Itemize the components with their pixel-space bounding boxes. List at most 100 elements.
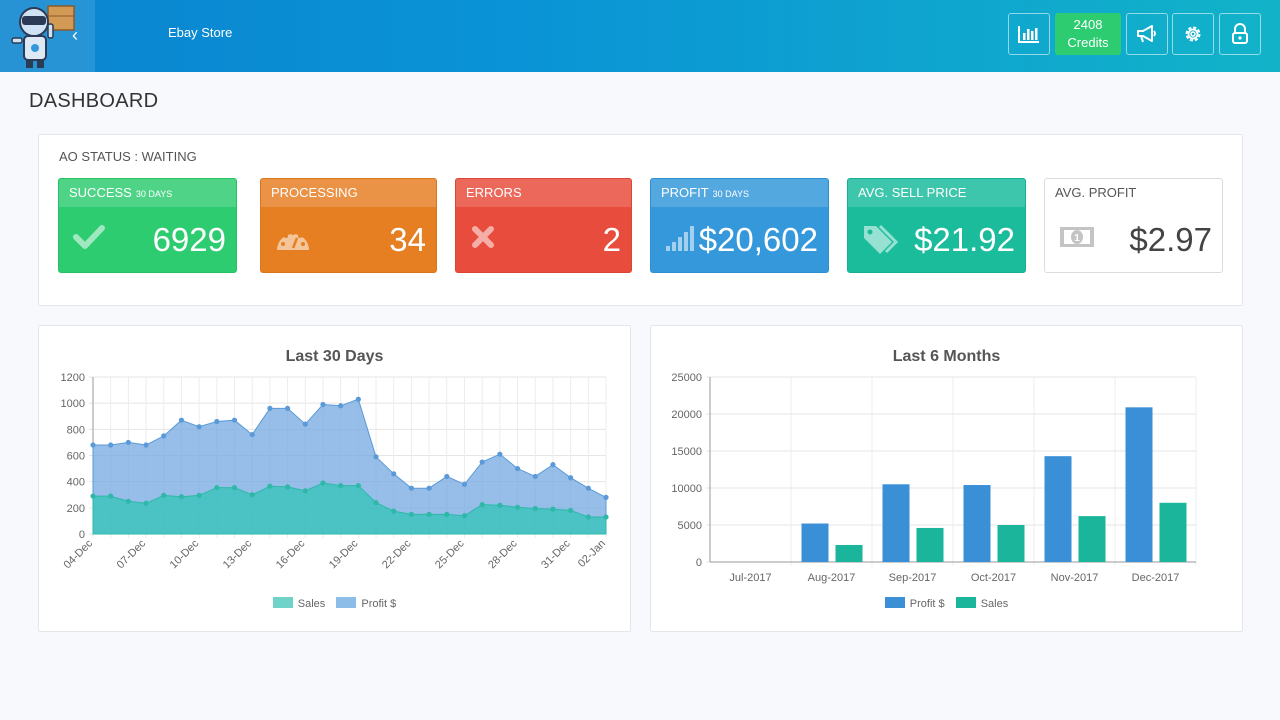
top-navbar: ‹ Ebay Store 2408 Credits xyxy=(0,0,1280,72)
processing-card: PROCESSING 34 xyxy=(260,178,437,273)
point-sales xyxy=(532,505,538,512)
x-tick-label: Nov-2017 xyxy=(1051,572,1099,584)
lock-icon xyxy=(1232,23,1248,44)
x-tick-label: Dec-2017 xyxy=(1132,572,1180,584)
avg-sell-price-header: AVG. SELL PRICE xyxy=(848,179,1025,207)
point-sales xyxy=(514,504,521,510)
point-profit xyxy=(444,473,450,480)
point-sales xyxy=(302,488,308,494)
point-profit xyxy=(426,485,432,491)
bar-profit xyxy=(1044,456,1072,562)
x-icon xyxy=(472,226,494,248)
processing-value: 34 xyxy=(389,221,426,258)
y-tick-label: 25000 xyxy=(671,372,702,384)
y-tick-label: 0 xyxy=(79,529,85,541)
profit-value: $20,602 xyxy=(698,221,818,258)
logo: ‹ xyxy=(0,0,95,72)
bar-profit xyxy=(1125,407,1153,562)
x-tick-label: 16-Dec xyxy=(274,537,308,571)
status-panel: AO STATUS : WAITING SUCCESS 30 DAYS 6929 … xyxy=(38,134,1243,306)
bar-chart-icon xyxy=(1018,26,1039,43)
x-tick-label: 22-Dec xyxy=(380,537,414,571)
y-tick-label: 200 xyxy=(67,503,85,515)
y-tick-label: 1200 xyxy=(61,372,85,384)
point-sales xyxy=(391,508,397,514)
sidebar-collapse-button[interactable]: ‹ xyxy=(72,25,78,45)
point-profit xyxy=(391,471,397,477)
x-tick-label: 10-Dec xyxy=(168,537,202,571)
last-6-months-panel: Last 6 Months 0 5000 10000 15000 20000 25000 J… xyxy=(650,325,1243,632)
y-tick-label: 600 xyxy=(67,451,85,463)
legend-item-sales[interactable]: Sales xyxy=(272,597,326,610)
point-sales xyxy=(338,482,344,489)
point-profit xyxy=(373,454,379,460)
avg-sell-price-value: $21.92 xyxy=(914,221,1015,258)
point-sales xyxy=(426,511,432,517)
signal-bars-icon xyxy=(666,226,694,251)
x-tick-label: Aug-2017 xyxy=(808,572,856,584)
x-tick-label: 07-Dec xyxy=(115,537,149,571)
legend-item-sales-bars[interactable]: Sales xyxy=(955,597,1008,610)
legend-swatch-sales-bars xyxy=(955,597,976,608)
x-tick-label: Oct-2017 xyxy=(971,572,1016,584)
x-tick-label: 28-Dec xyxy=(486,537,520,571)
lock-button[interactable] xyxy=(1219,13,1261,55)
point-profit xyxy=(550,462,556,468)
settings-button[interactable] xyxy=(1172,13,1214,55)
point-profit xyxy=(143,442,149,448)
money-icon: 1 xyxy=(1060,227,1094,247)
avg-sell-price-label: AVG. SELL PRICE xyxy=(858,185,967,200)
point-profit xyxy=(532,473,538,480)
point-profit xyxy=(338,403,344,409)
point-profit xyxy=(214,418,220,425)
x-tick-label: Sep-2017 xyxy=(889,572,937,584)
point-profit xyxy=(125,439,131,446)
point-sales xyxy=(196,492,202,499)
stats-button[interactable] xyxy=(1008,13,1050,55)
point-profit xyxy=(497,451,503,457)
gear-icon xyxy=(1185,26,1201,42)
x-tick-label: 04-Dec xyxy=(62,537,96,571)
svg-text:1: 1 xyxy=(1074,233,1080,244)
point-profit xyxy=(196,424,202,430)
y-tick-label: 15000 xyxy=(671,446,702,458)
y-tick-label: 20000 xyxy=(671,409,702,421)
errors-value: 2 xyxy=(602,221,621,258)
profit-card: PROFIT 30 DAYS $20,602 xyxy=(650,178,829,273)
point-sales xyxy=(90,493,96,499)
announcements-button[interactable] xyxy=(1126,13,1168,55)
legend-label-sales: Sales xyxy=(297,598,326,610)
bar-sales xyxy=(835,544,863,562)
y-tick-label: 800 xyxy=(67,424,85,436)
y-tick-label: 400 xyxy=(67,477,85,489)
point-sales xyxy=(161,492,167,499)
store-name[interactable]: Ebay Store xyxy=(168,25,233,40)
success-period: 30 DAYS xyxy=(135,189,173,199)
success-value: 6929 xyxy=(152,221,226,258)
profit-label: PROFIT xyxy=(661,185,709,200)
point-profit xyxy=(355,396,361,402)
errors-card-header: ERRORS xyxy=(456,179,631,207)
bar-sales xyxy=(916,527,944,562)
y-tick-label: 5000 xyxy=(678,520,702,532)
credits-button[interactable]: 2408 Credits xyxy=(1055,13,1121,55)
point-sales xyxy=(214,484,220,491)
point-sales xyxy=(408,511,415,517)
point-sales xyxy=(178,494,185,500)
point-sales xyxy=(355,482,361,489)
legend-item-profit[interactable]: Profit $ xyxy=(336,597,396,610)
speedometer-icon xyxy=(277,231,309,250)
ao-status-text: AO STATUS : WAITING xyxy=(59,149,197,164)
last-30-days-chart: 0 200 400 600 800 1000 1200 04-Dec 07-Dec 10-Dec 1… xyxy=(61,372,609,571)
profit-card-header: PROFIT 30 DAYS xyxy=(651,179,828,207)
point-profit xyxy=(161,433,167,439)
legend-item-profit-bars[interactable]: Profit $ xyxy=(884,597,945,610)
credits-count: 2408 xyxy=(1073,17,1103,32)
page-title: DASHBOARD xyxy=(29,90,159,112)
point-sales xyxy=(550,506,556,512)
success-card: SUCCESS 30 DAYS 6929 xyxy=(58,178,237,273)
x-tick-label: 02-Jan xyxy=(576,538,608,570)
point-profit xyxy=(514,465,521,472)
point-profit xyxy=(568,475,574,481)
credits-label: Credits xyxy=(1067,35,1109,50)
